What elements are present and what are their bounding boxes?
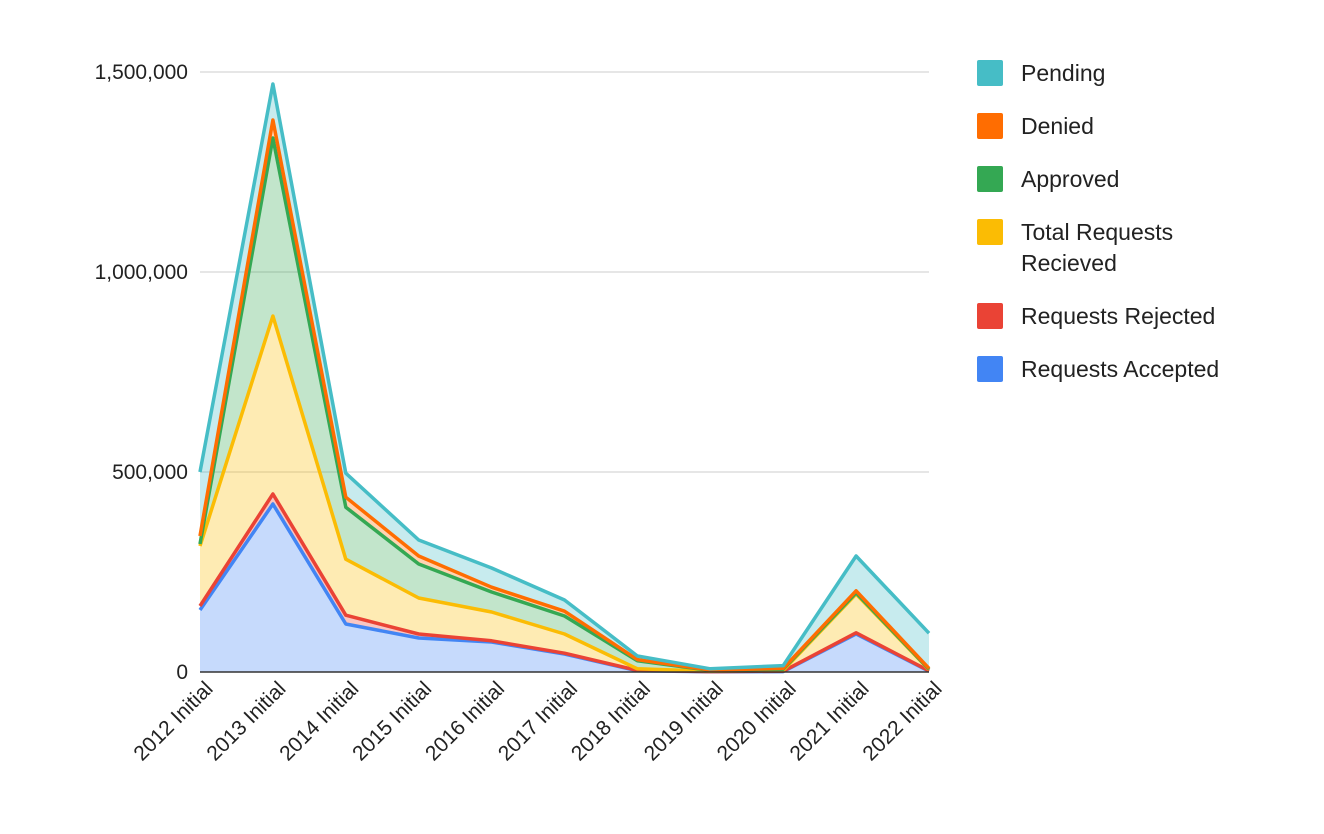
area-total-requests-recieved [200,316,929,672]
legend-label: Total Requests Recieved [1021,219,1173,276]
area-pending [200,84,929,670]
line-pending [198,82,931,671]
series-lines [198,82,931,674]
line-denied [198,118,931,672]
legend-item-pending: Pending [977,60,1105,86]
gridlines [200,71,929,473]
legend-label: Requests Rejected [1021,303,1215,329]
legend-swatch [977,113,1003,139]
x-tick-label: 2022 Initial [858,677,946,765]
legend: Pending Denied Approved Total Requests Recie… [977,60,1219,382]
legend-swatch [977,60,1003,86]
y-tick-label: 1,000,000 [95,261,188,284]
legend-label: Denied [1021,113,1094,139]
area-denied [200,120,929,671]
legend-item-requests-accepted: Requests Accepted [977,356,1219,382]
legend-swatch [977,166,1003,192]
legend-item-approved: Approved [977,166,1119,192]
area-requests-rejected [200,494,929,672]
y-tick-label: 1,500,000 [95,61,188,84]
area-approved [200,138,929,672]
legend-swatch [977,219,1003,245]
y-tick-label: 0 [176,661,188,684]
y-tick-label: 500,000 [112,461,188,484]
legend-swatch [977,356,1003,382]
legend-label: Requests Accepted [1021,356,1219,382]
area-series [200,84,929,672]
legend-label: Pending [1021,60,1105,86]
area-requests-accepted [200,504,929,672]
legend-item-requests-rejected: Requests Rejected [977,303,1215,329]
legend-swatch [977,303,1003,329]
legend-label: Approved [1021,166,1119,192]
line-requests-rejected [198,492,930,674]
legend-item-denied: Denied [977,113,1094,139]
legend-item-total-requests-recieved: Total Requests Recieved [977,219,1173,276]
